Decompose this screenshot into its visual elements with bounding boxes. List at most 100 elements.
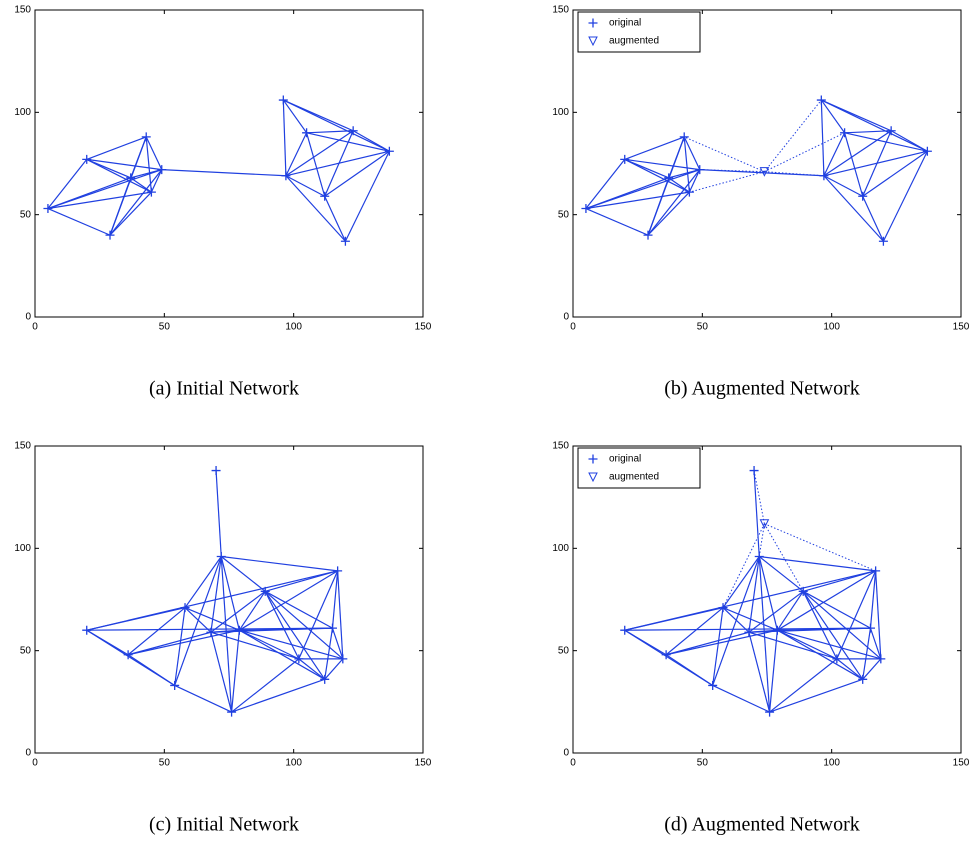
edge <box>777 629 864 680</box>
legend-marker <box>588 454 598 464</box>
original-node <box>581 204 591 214</box>
edge <box>352 130 390 152</box>
original-node <box>876 654 886 664</box>
original-node <box>216 552 226 562</box>
edge <box>823 132 846 177</box>
edge <box>47 191 152 210</box>
edge <box>712 684 770 713</box>
edge <box>862 130 892 197</box>
edge <box>585 169 700 210</box>
edge <box>265 570 338 592</box>
original-node <box>227 707 237 717</box>
edge <box>238 590 266 631</box>
edge <box>210 631 300 660</box>
original-node <box>832 654 842 664</box>
edge <box>344 150 390 242</box>
legend-label: original <box>609 454 641 465</box>
edge <box>86 158 152 193</box>
y-tick-label: 50 <box>20 209 32 220</box>
edge <box>239 629 300 660</box>
plot-frame <box>34 445 424 754</box>
original-node <box>695 165 705 175</box>
edge <box>758 556 778 631</box>
original-node <box>340 236 350 246</box>
edge <box>324 195 346 242</box>
augmented-node <box>759 519 770 529</box>
original-node <box>798 586 808 596</box>
edge <box>875 570 882 659</box>
edge <box>215 470 222 557</box>
y-tick-label: 50 <box>20 645 32 656</box>
edge <box>802 590 871 629</box>
edge <box>585 191 690 210</box>
edge <box>869 570 877 629</box>
original-node <box>146 187 156 197</box>
edge <box>748 631 838 660</box>
edge <box>821 99 928 152</box>
edge <box>647 177 670 236</box>
edge <box>722 607 750 633</box>
caption: (a) Initial Network <box>149 378 299 400</box>
original-node <box>338 654 348 664</box>
augmented-edge <box>764 132 845 173</box>
edge <box>298 570 339 660</box>
original-node <box>878 236 888 246</box>
edge <box>665 629 778 656</box>
x-tick-label: 0 <box>32 758 38 769</box>
original-node <box>157 165 167 175</box>
original-node <box>302 128 312 138</box>
y-tick-label: 0 <box>563 748 569 759</box>
legend-label: augmented <box>609 472 659 483</box>
edge <box>331 627 344 660</box>
original-node <box>661 650 671 660</box>
original-node <box>718 603 728 613</box>
edge <box>748 632 771 713</box>
original-node <box>320 191 330 201</box>
edge <box>665 631 750 656</box>
original-node <box>765 707 775 717</box>
edge <box>184 607 240 631</box>
x-tick-label: 50 <box>697 322 709 333</box>
edge <box>624 158 690 193</box>
edge <box>239 629 326 680</box>
original-node <box>170 680 180 690</box>
x-tick-label: 0 <box>570 322 576 333</box>
edge <box>722 607 778 631</box>
edge <box>777 627 871 631</box>
edge <box>802 591 838 660</box>
augmented-edge <box>684 136 765 173</box>
augmented-edge <box>764 99 822 172</box>
original-node <box>294 654 304 664</box>
edge <box>585 207 649 236</box>
original-node <box>320 674 330 684</box>
original-node <box>180 603 190 613</box>
original-node <box>772 625 782 635</box>
edge <box>777 629 838 660</box>
legend-marker <box>588 472 598 483</box>
x-tick-label: 0 <box>32 322 38 333</box>
edge <box>298 658 326 680</box>
edge <box>264 590 326 680</box>
edge <box>331 570 339 629</box>
edge <box>306 132 326 197</box>
edge <box>127 631 212 656</box>
edge <box>285 132 308 177</box>
edge <box>47 169 162 210</box>
original-node <box>744 627 754 637</box>
edge <box>683 136 701 170</box>
edge <box>130 169 162 179</box>
edge <box>722 556 760 609</box>
augmented-edge <box>722 523 765 608</box>
original-node <box>871 566 881 576</box>
y-tick-label: 50 <box>558 645 570 656</box>
edge <box>324 658 344 680</box>
edge <box>210 632 233 713</box>
plot-frame <box>572 9 962 318</box>
augmented-edge <box>764 171 824 177</box>
edge <box>758 556 771 713</box>
plot-frame <box>34 9 424 318</box>
augmented-edge <box>763 523 804 592</box>
original-node <box>819 171 829 181</box>
original-node <box>749 466 759 476</box>
